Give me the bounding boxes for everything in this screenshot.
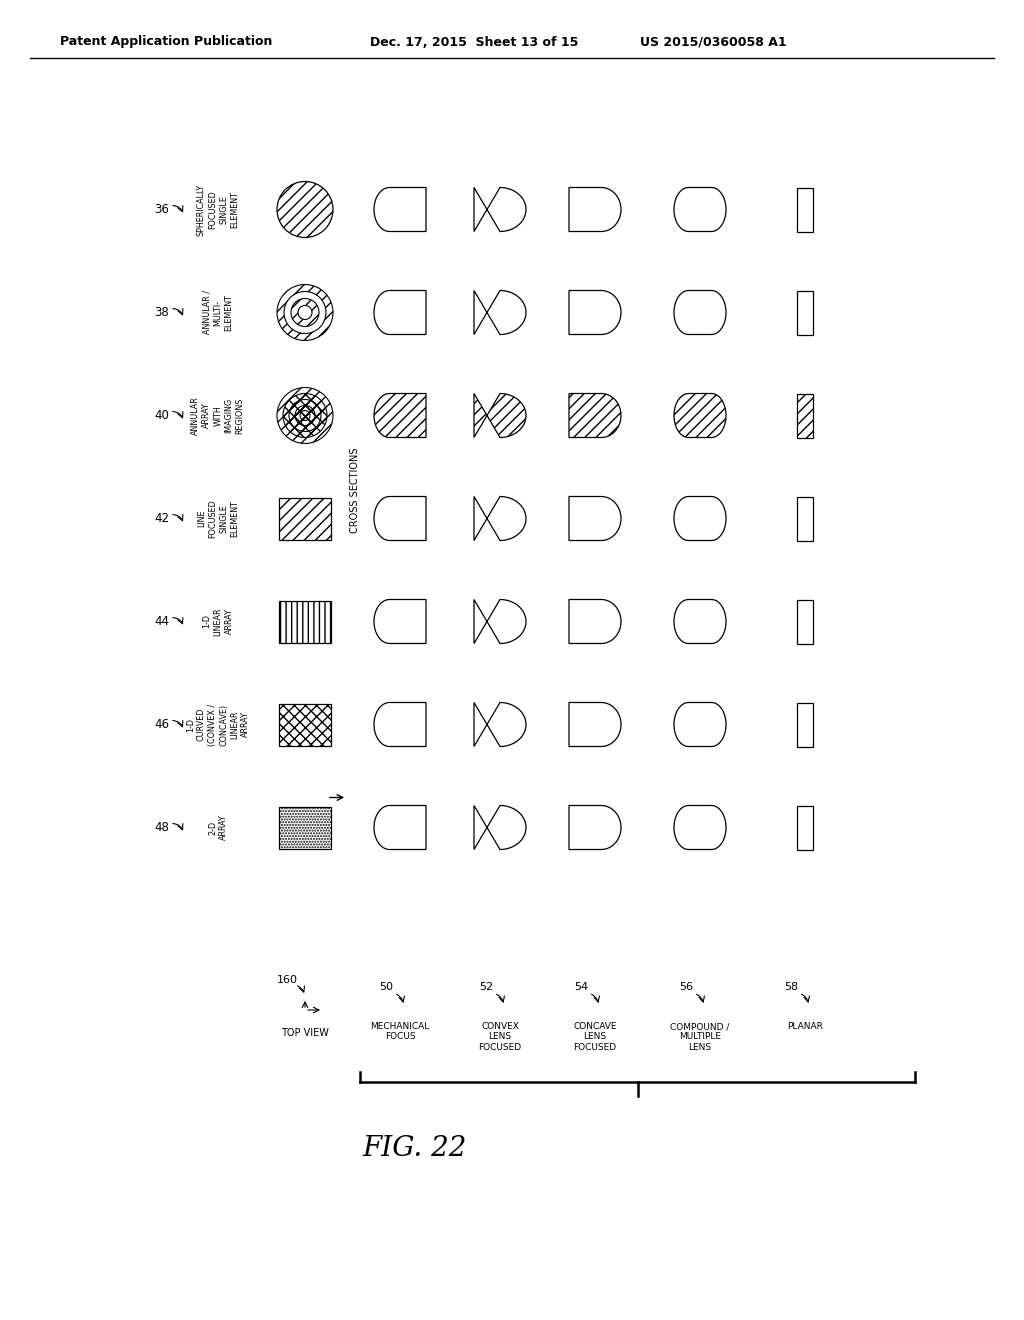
Text: FIG. 22: FIG. 22 xyxy=(362,1134,467,1162)
Polygon shape xyxy=(474,290,526,334)
Text: CONVEX
LENS
FOCUSED: CONVEX LENS FOCUSED xyxy=(478,1022,521,1052)
Text: ANNULAR /
MULTI-
ELEMENT: ANNULAR / MULTI- ELEMENT xyxy=(203,290,233,334)
Polygon shape xyxy=(569,290,621,334)
Text: 1-D
LINEAR
ARRAY: 1-D LINEAR ARRAY xyxy=(203,607,233,636)
Text: 36: 36 xyxy=(155,203,169,216)
Text: MECHANICAL
FOCUS: MECHANICAL FOCUS xyxy=(371,1022,430,1041)
Polygon shape xyxy=(674,702,726,747)
Polygon shape xyxy=(798,290,813,334)
Polygon shape xyxy=(474,496,526,540)
Polygon shape xyxy=(569,702,621,747)
Text: 48: 48 xyxy=(155,821,169,834)
Bar xyxy=(279,498,331,540)
Polygon shape xyxy=(798,496,813,540)
Polygon shape xyxy=(569,187,621,231)
Circle shape xyxy=(298,305,312,319)
Polygon shape xyxy=(569,496,621,540)
Bar xyxy=(279,704,331,746)
Bar xyxy=(279,601,331,643)
Polygon shape xyxy=(569,599,621,644)
Polygon shape xyxy=(798,599,813,644)
Polygon shape xyxy=(674,290,726,334)
Text: CONCAVE
LENS
FOCUSED: CONCAVE LENS FOCUSED xyxy=(573,1022,616,1052)
Text: US 2015/0360058 A1: US 2015/0360058 A1 xyxy=(640,36,786,49)
Text: PLANAR: PLANAR xyxy=(787,1022,823,1031)
Polygon shape xyxy=(674,187,726,231)
Text: 46: 46 xyxy=(155,718,170,731)
Text: LINE
FOCUSED
SINGLE
ELEMENT: LINE FOCUSED SINGLE ELEMENT xyxy=(197,499,240,537)
Text: 160: 160 xyxy=(276,975,298,985)
Polygon shape xyxy=(798,702,813,747)
Polygon shape xyxy=(474,187,526,231)
Text: Patent Application Publication: Patent Application Publication xyxy=(60,36,272,49)
Polygon shape xyxy=(569,805,621,850)
Polygon shape xyxy=(374,805,426,850)
Text: 52: 52 xyxy=(479,982,494,993)
Text: 50: 50 xyxy=(379,982,393,993)
Text: 42: 42 xyxy=(155,512,170,525)
Text: 54: 54 xyxy=(573,982,588,993)
Text: 56: 56 xyxy=(679,982,693,993)
Text: 1-D
CURVED
(CONVEX /
CONCAVE)
LINEAR
ARRAY: 1-D CURVED (CONVEX / CONCAVE) LINEAR ARR… xyxy=(185,704,250,746)
Polygon shape xyxy=(374,187,426,231)
Text: Dec. 17, 2015  Sheet 13 of 15: Dec. 17, 2015 Sheet 13 of 15 xyxy=(370,36,579,49)
Bar xyxy=(279,807,331,849)
Polygon shape xyxy=(374,393,426,437)
Polygon shape xyxy=(674,496,726,540)
Polygon shape xyxy=(674,393,726,437)
Polygon shape xyxy=(798,187,813,231)
Polygon shape xyxy=(569,393,621,437)
Text: 38: 38 xyxy=(155,306,169,319)
Polygon shape xyxy=(798,393,813,437)
Text: 40: 40 xyxy=(155,409,169,422)
Polygon shape xyxy=(374,702,426,747)
Polygon shape xyxy=(474,805,526,850)
Text: ANNULAR
ARRAY
WITH
IMAGING
REGIONS: ANNULAR ARRAY WITH IMAGING REGIONS xyxy=(191,396,245,434)
Text: TOP VIEW: TOP VIEW xyxy=(281,1028,329,1038)
Text: COMPOUND /
MULTIPLE
LENS: COMPOUND / MULTIPLE LENS xyxy=(671,1022,730,1052)
Text: SPHERICALLY
FOCUSED
SINGLE
ELEMENT: SPHERICALLY FOCUSED SINGLE ELEMENT xyxy=(197,183,240,235)
Text: 44: 44 xyxy=(155,615,170,628)
Circle shape xyxy=(284,292,326,334)
Polygon shape xyxy=(474,702,526,747)
Text: CROSS SECTIONS: CROSS SECTIONS xyxy=(350,447,360,533)
Polygon shape xyxy=(374,599,426,644)
Polygon shape xyxy=(674,805,726,850)
Polygon shape xyxy=(798,805,813,850)
Polygon shape xyxy=(674,599,726,644)
Polygon shape xyxy=(474,393,526,437)
Polygon shape xyxy=(374,496,426,540)
Polygon shape xyxy=(474,599,526,644)
Text: 2-D
ARRAY: 2-D ARRAY xyxy=(208,814,228,841)
Text: 58: 58 xyxy=(784,982,798,993)
Polygon shape xyxy=(374,290,426,334)
